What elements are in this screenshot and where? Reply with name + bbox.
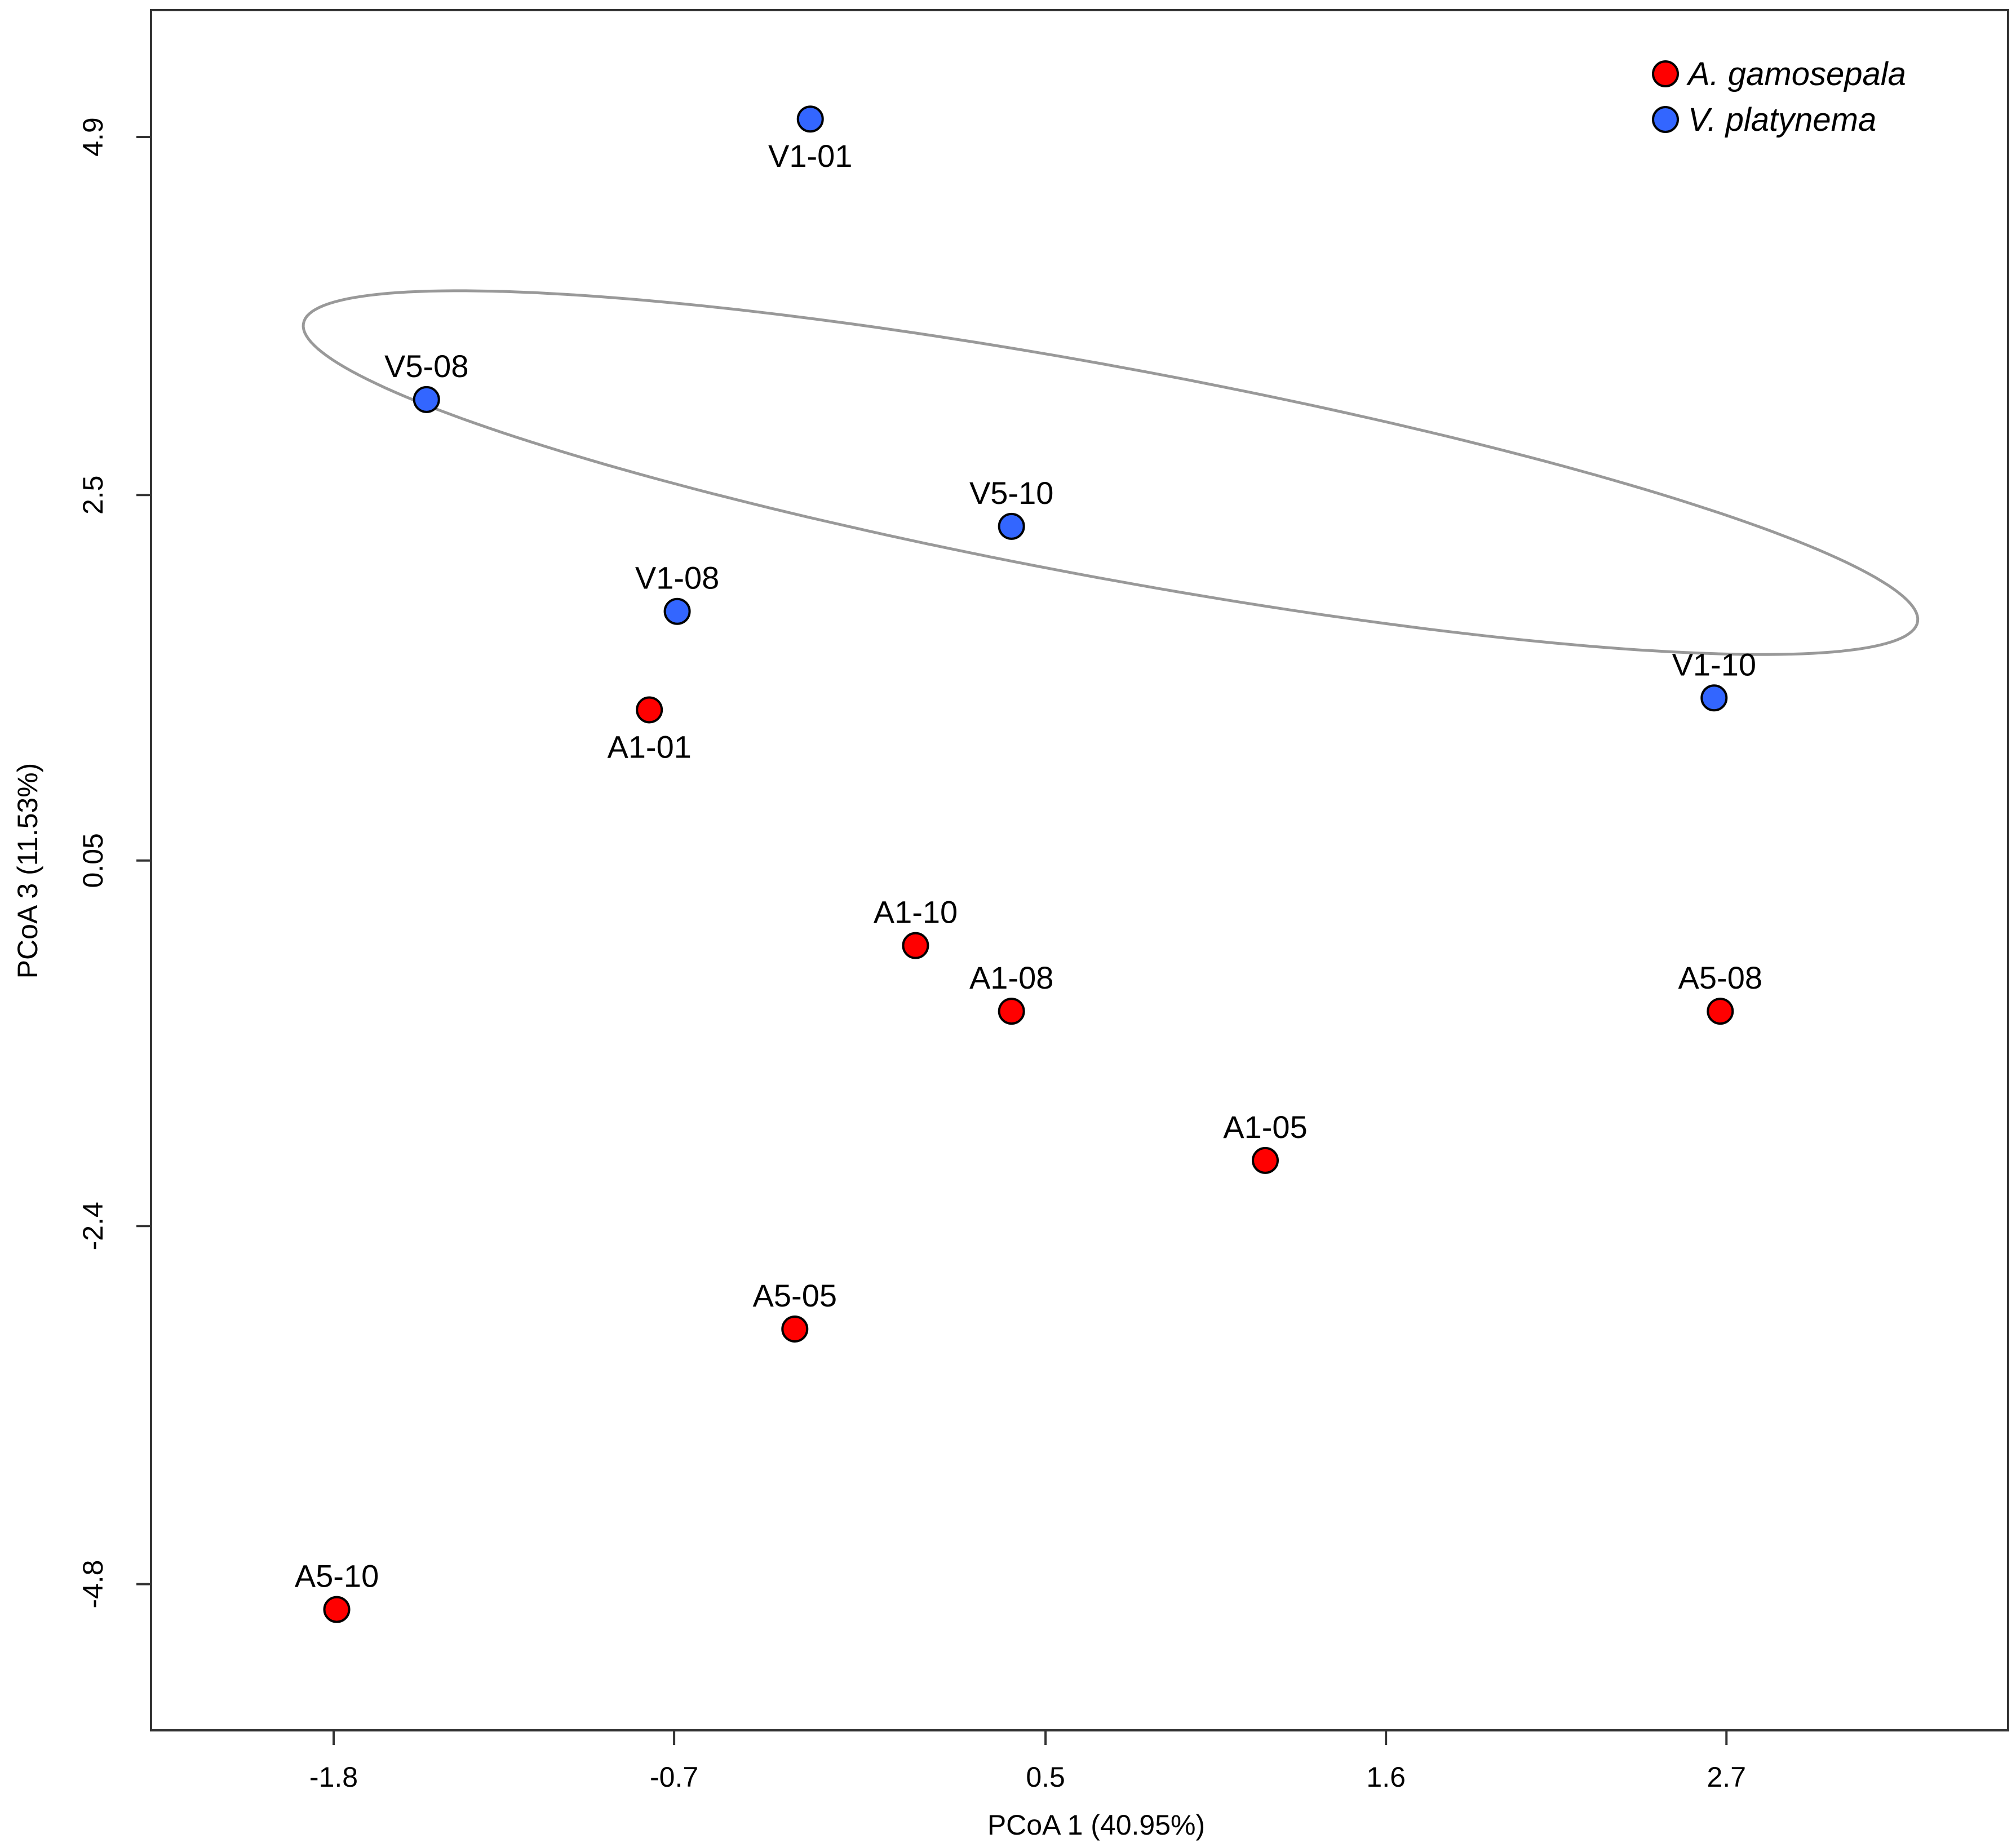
- data-points: [323, 105, 1734, 1623]
- x-tick-label: 1.6: [1366, 1761, 1406, 1793]
- legend-label-v-platynema: V. platynema: [1688, 101, 1876, 138]
- point-label-v5-10: V5-10: [969, 475, 1053, 511]
- point-v1-08: [663, 597, 691, 625]
- point-v1-01: [796, 105, 824, 133]
- y-tick-label: 2.5: [77, 476, 109, 515]
- point-a5-08: [1707, 998, 1734, 1025]
- point-label-a1-05: A1-05: [1223, 1109, 1307, 1145]
- point-label-a1-10: A1-10: [874, 894, 958, 930]
- x-axis: -1.8 -0.7 0.5 1.6 2.7: [309, 1729, 1747, 1793]
- point-a1-01: [636, 696, 663, 724]
- point-label-a5-05: A5-05: [753, 1278, 837, 1313]
- point-label-v1-01: V1-01: [768, 138, 852, 174]
- point-label-a1-08: A1-08: [969, 960, 1053, 995]
- x-tick-label: -1.8: [309, 1761, 358, 1793]
- y-tick-label: 0.05: [77, 833, 109, 888]
- y-axis: 4.9 2.5 0.05 -2.4 -4.8: [77, 117, 152, 1609]
- point-v1-10: [1700, 684, 1728, 712]
- point-label-a1-01: A1-01: [607, 729, 691, 764]
- legend-label-a-gamosepala: A. gamosepala: [1686, 56, 1906, 92]
- point-label-a5-10: A5-10: [295, 1558, 379, 1594]
- x-tick-label: 2.7: [1707, 1761, 1747, 1793]
- point-v5-08: [413, 386, 440, 413]
- legend-marker-v-platynema: [1652, 106, 1679, 133]
- point-a1-10: [902, 932, 929, 959]
- x-axis-title: PCoA 1 (40.95%): [987, 1809, 1205, 1841]
- point-label-a5-08: A5-08: [1678, 960, 1762, 995]
- point-label-v1-10: V1-10: [1672, 646, 1756, 682]
- point-v5-10: [998, 512, 1025, 540]
- y-tick-label: -2.4: [77, 1202, 109, 1250]
- point-a1-08: [998, 998, 1025, 1025]
- point-label-v1-08: V1-08: [635, 560, 719, 596]
- y-tick-label: 4.9: [77, 117, 109, 157]
- point-a5-10: [323, 1596, 351, 1623]
- x-tick-label: 0.5: [1026, 1761, 1065, 1793]
- y-tick-label: -4.8: [77, 1560, 109, 1609]
- confidence-ellipse-layer: [302, 289, 1920, 656]
- legend-marker-a-gamosepala: [1652, 60, 1679, 87]
- legend: A. gamosepala V. platynema: [1652, 56, 1906, 138]
- y-axis-title: PCoA 3 (11.53%): [12, 763, 43, 979]
- v-platynema-ellipse: [302, 289, 1920, 656]
- x-tick-label: -0.7: [650, 1761, 698, 1793]
- point-label-v5-08: V5-08: [384, 348, 468, 384]
- point-a5-05: [781, 1315, 809, 1343]
- point-a1-05: [1252, 1146, 1279, 1174]
- point-labels: A1-01 A1-10 A1-08 A5-08 A1-05 A5-05 A5-10 V1-01…: [295, 138, 1762, 1593]
